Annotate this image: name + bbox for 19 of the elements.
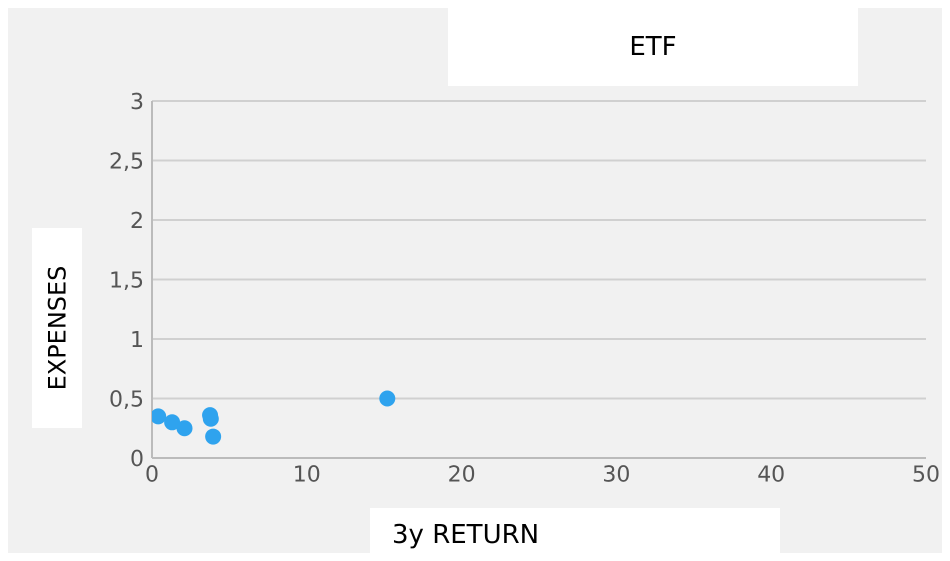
x-tick-label: 20 <box>448 462 476 488</box>
y-tick-label: 1,5 <box>109 268 144 294</box>
point <box>379 390 396 406</box>
x-tick-label: 40 <box>757 462 786 488</box>
x-tick-label: 30 <box>602 462 630 488</box>
point <box>205 428 222 445</box>
y-tick-label: 0,5 <box>109 387 144 412</box>
point <box>164 414 180 430</box>
y-axis-title: EXPENSES <box>43 266 72 390</box>
y-tick-label: 2,5 <box>109 149 144 174</box>
x-axis-title: 3y RETURN <box>370 508 780 561</box>
y-tick-label: 1 <box>130 328 144 353</box>
y-tick-label: 2 <box>130 208 144 234</box>
y-tick-label: 3 <box>130 90 144 115</box>
x-tick-label: 10 <box>292 462 321 488</box>
x-tick-label: 50 <box>912 462 940 488</box>
point <box>176 420 193 436</box>
chart-title: ETF <box>448 8 858 86</box>
y-tick-label: 0 <box>130 446 144 472</box>
